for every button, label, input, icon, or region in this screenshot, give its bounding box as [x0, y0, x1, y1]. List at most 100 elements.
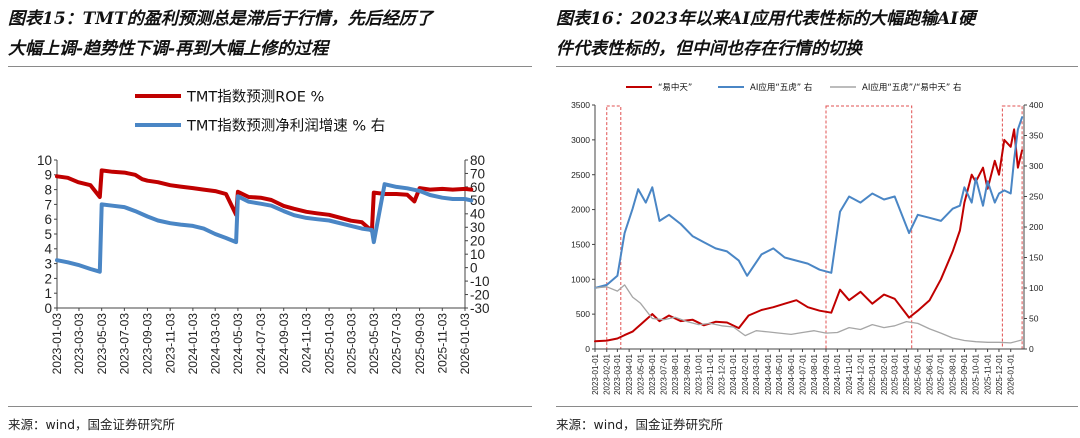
x-tick-label-9: 2024-07-03: [254, 313, 268, 375]
x-tick-label-6: 2024-01-03: [186, 313, 200, 375]
x-tick-label-2: 2023-03-01: [613, 353, 622, 394]
y-tick-label-8: 8: [44, 182, 52, 197]
x-tick-label-10: 2023-11-01: [706, 353, 715, 394]
x-tick-label-36: 2026-01-01: [1007, 353, 1016, 394]
x-tick-label-24: 2025-01-01: [868, 353, 877, 394]
legend-label-1: AI应用“五虎” 右: [750, 82, 812, 93]
y2-tick-label-8: 50: [470, 193, 485, 208]
x-tick-label-18: 2026-01-03: [458, 313, 472, 375]
x-tick-label-31: 2025-08-01: [948, 353, 957, 394]
x-tick-label-26: 2025-03-01: [890, 353, 899, 394]
x-tick-label-10: 2024-09-03: [277, 313, 291, 375]
y2-tick-label-7: 40: [470, 207, 485, 222]
series-line-0: [55, 168, 474, 233]
x-tick-label-27: 2025-04-01: [902, 353, 911, 394]
x-tick-label-29: 2025-06-01: [925, 353, 934, 394]
series-line-1: [55, 182, 474, 274]
y2-tick-label-1: 50: [1029, 314, 1039, 324]
x-tick-label-16: 2024-05-01: [775, 353, 784, 394]
x-tick-label-14: 2025-05-03: [367, 313, 381, 375]
y-tick-label-7: 7: [44, 197, 52, 212]
right-title-rule: [556, 66, 1078, 67]
left-source-note: 来源：wind，国金证券研究所: [8, 417, 176, 432]
x-tick-label-8: 2024-05-03: [231, 313, 245, 375]
x-tick-label-30: 2025-07-01: [937, 353, 946, 394]
series-line-0: [594, 128, 1024, 343]
y-tick-label-2: 2: [44, 271, 52, 286]
y-tick-label-0: 0: [585, 344, 590, 354]
x-tick-label-21: 2024-10-01: [833, 353, 842, 394]
y2-tick-label-8: 400: [1029, 100, 1043, 110]
y-tick-label-2: 1000: [571, 274, 590, 284]
x-tick-label-9: 2023-10-01: [694, 353, 703, 394]
right-figure-title: 图表16：2023年以来AI应用代表性标的大幅跑输AI硬 件代表性标的，但中间也…: [556, 4, 1076, 64]
y2-tick-label-7: 350: [1029, 131, 1043, 141]
y-tick-label-1: 1: [44, 286, 52, 301]
x-tick-label-17: 2025-11-03: [435, 313, 449, 374]
legend-label-1: TMT指数预测净利润增速 % 右: [186, 117, 385, 134]
series-line-2: [594, 284, 1023, 344]
series-line-1: [594, 116, 1024, 289]
x-tick-label-7: 2024-03-03: [208, 313, 222, 375]
y2-tick-label-5: 250: [1029, 192, 1043, 202]
right-title-line1: 图表16：2023年以来AI应用代表性标的大幅跑输AI硬: [556, 9, 976, 29]
x-tick-label-12: 2024-01-01: [729, 353, 738, 394]
y2-tick-label-6: 300: [1029, 161, 1043, 171]
x-tick-label-4: 2023-05-01: [636, 353, 645, 394]
legend-label-0: TMT指数预测ROE %: [186, 88, 324, 105]
y-tick-label-3: 1500: [571, 239, 590, 249]
y2-tick-label-6: 30: [470, 220, 485, 235]
y2-tick-label-4: 200: [1029, 222, 1043, 232]
y-tick-label-10: 10: [37, 153, 52, 168]
x-tick-label-0: 2023-01-01: [591, 353, 600, 394]
x-tick-label-11: 2023-12-01: [717, 353, 726, 394]
left-title-line2: 大幅上调-趋势性下调-再到大幅上修的过程: [8, 39, 329, 59]
y2-tick-label-3: 0: [470, 260, 478, 275]
y2-tick-label-0: -30: [470, 301, 490, 316]
x-tick-label-8: 2023-09-01: [683, 353, 692, 394]
y2-tick-label-0: 0: [1029, 344, 1034, 354]
left-title-line1: 图表15：TMT的盈利预测总是滞后于行情，先后经历了: [8, 9, 433, 29]
x-tick-label-13: 2024-02-01: [741, 353, 750, 394]
x-tick-label-15: 2024-04-01: [764, 353, 773, 394]
left-figure-title: 图表15：TMT的盈利预测总是滞后于行情，先后经历了 大幅上调-趋势性下调-再到…: [8, 4, 528, 64]
y-tick-label-4: 4: [44, 242, 52, 257]
x-tick-label-14: 2024-03-01: [752, 353, 761, 394]
x-tick-label-5: 2023-11-03: [163, 313, 177, 374]
right-source-note: 来源：wind，国金证券研究所: [556, 417, 724, 432]
x-tick-label-22: 2024-11-01: [845, 353, 854, 394]
y2-tick-label-9: 60: [470, 180, 485, 195]
x-tick-label-1: 2023-02-01: [603, 353, 612, 394]
y2-tick-label-2: 100: [1029, 283, 1043, 293]
x-tick-label-7: 2023-08-01: [671, 353, 680, 394]
y2-tick-label-4: 10: [470, 247, 485, 262]
y-tick-label-7: 3500: [571, 100, 590, 110]
y-tick-label-9: 9: [44, 168, 52, 183]
x-tick-label-11: 2024-11-03: [300, 313, 314, 374]
x-tick-label-0: 2023-01-03: [50, 313, 64, 375]
left-source-rule: [8, 406, 532, 407]
y-tick-label-0: 0: [44, 301, 52, 316]
y-tick-label-6: 3000: [571, 135, 590, 145]
x-tick-label-2: 2023-05-03: [95, 313, 109, 375]
x-tick-label-25: 2025-02-01: [880, 353, 889, 394]
y-tick-label-5: 2500: [571, 170, 590, 180]
right-source-rule: [556, 406, 1078, 407]
left-title-rule: [8, 66, 532, 67]
y-tick-label-3: 3: [44, 256, 52, 271]
x-tick-label-35: 2025-12-01: [995, 353, 1004, 394]
right-title-line2: 件代表性标的，但中间也存在行情的切换: [556, 39, 862, 59]
right-figure-panel: 图表16：2023年以来AI应用代表性标的大幅跑输AI硬 件代表性标的，但中间也…: [548, 0, 1080, 438]
x-tick-label-3: 2023-07-03: [118, 313, 132, 375]
x-tick-label-34: 2025-11-01: [983, 353, 992, 394]
x-tick-label-1: 2023-03-03: [72, 313, 86, 375]
legend-label-0: “易中天”: [658, 82, 692, 93]
x-tick-label-33: 2025-10-01: [972, 353, 981, 394]
x-tick-label-23: 2024-12-01: [856, 353, 865, 394]
x-tick-label-3: 2023-04-01: [625, 353, 634, 394]
y2-tick-label-5: 20: [470, 234, 485, 249]
x-tick-label-28: 2025-05-01: [914, 353, 923, 394]
left-figure-panel: 图表15：TMT的盈利预测总是滞后于行情，先后经历了 大幅上调-趋势性下调-再到…: [8, 4, 532, 432]
left-chart: 012345678910-30-20-100102030405060708020…: [37, 88, 490, 375]
x-tick-label-16: 2025-09-03: [413, 313, 427, 375]
